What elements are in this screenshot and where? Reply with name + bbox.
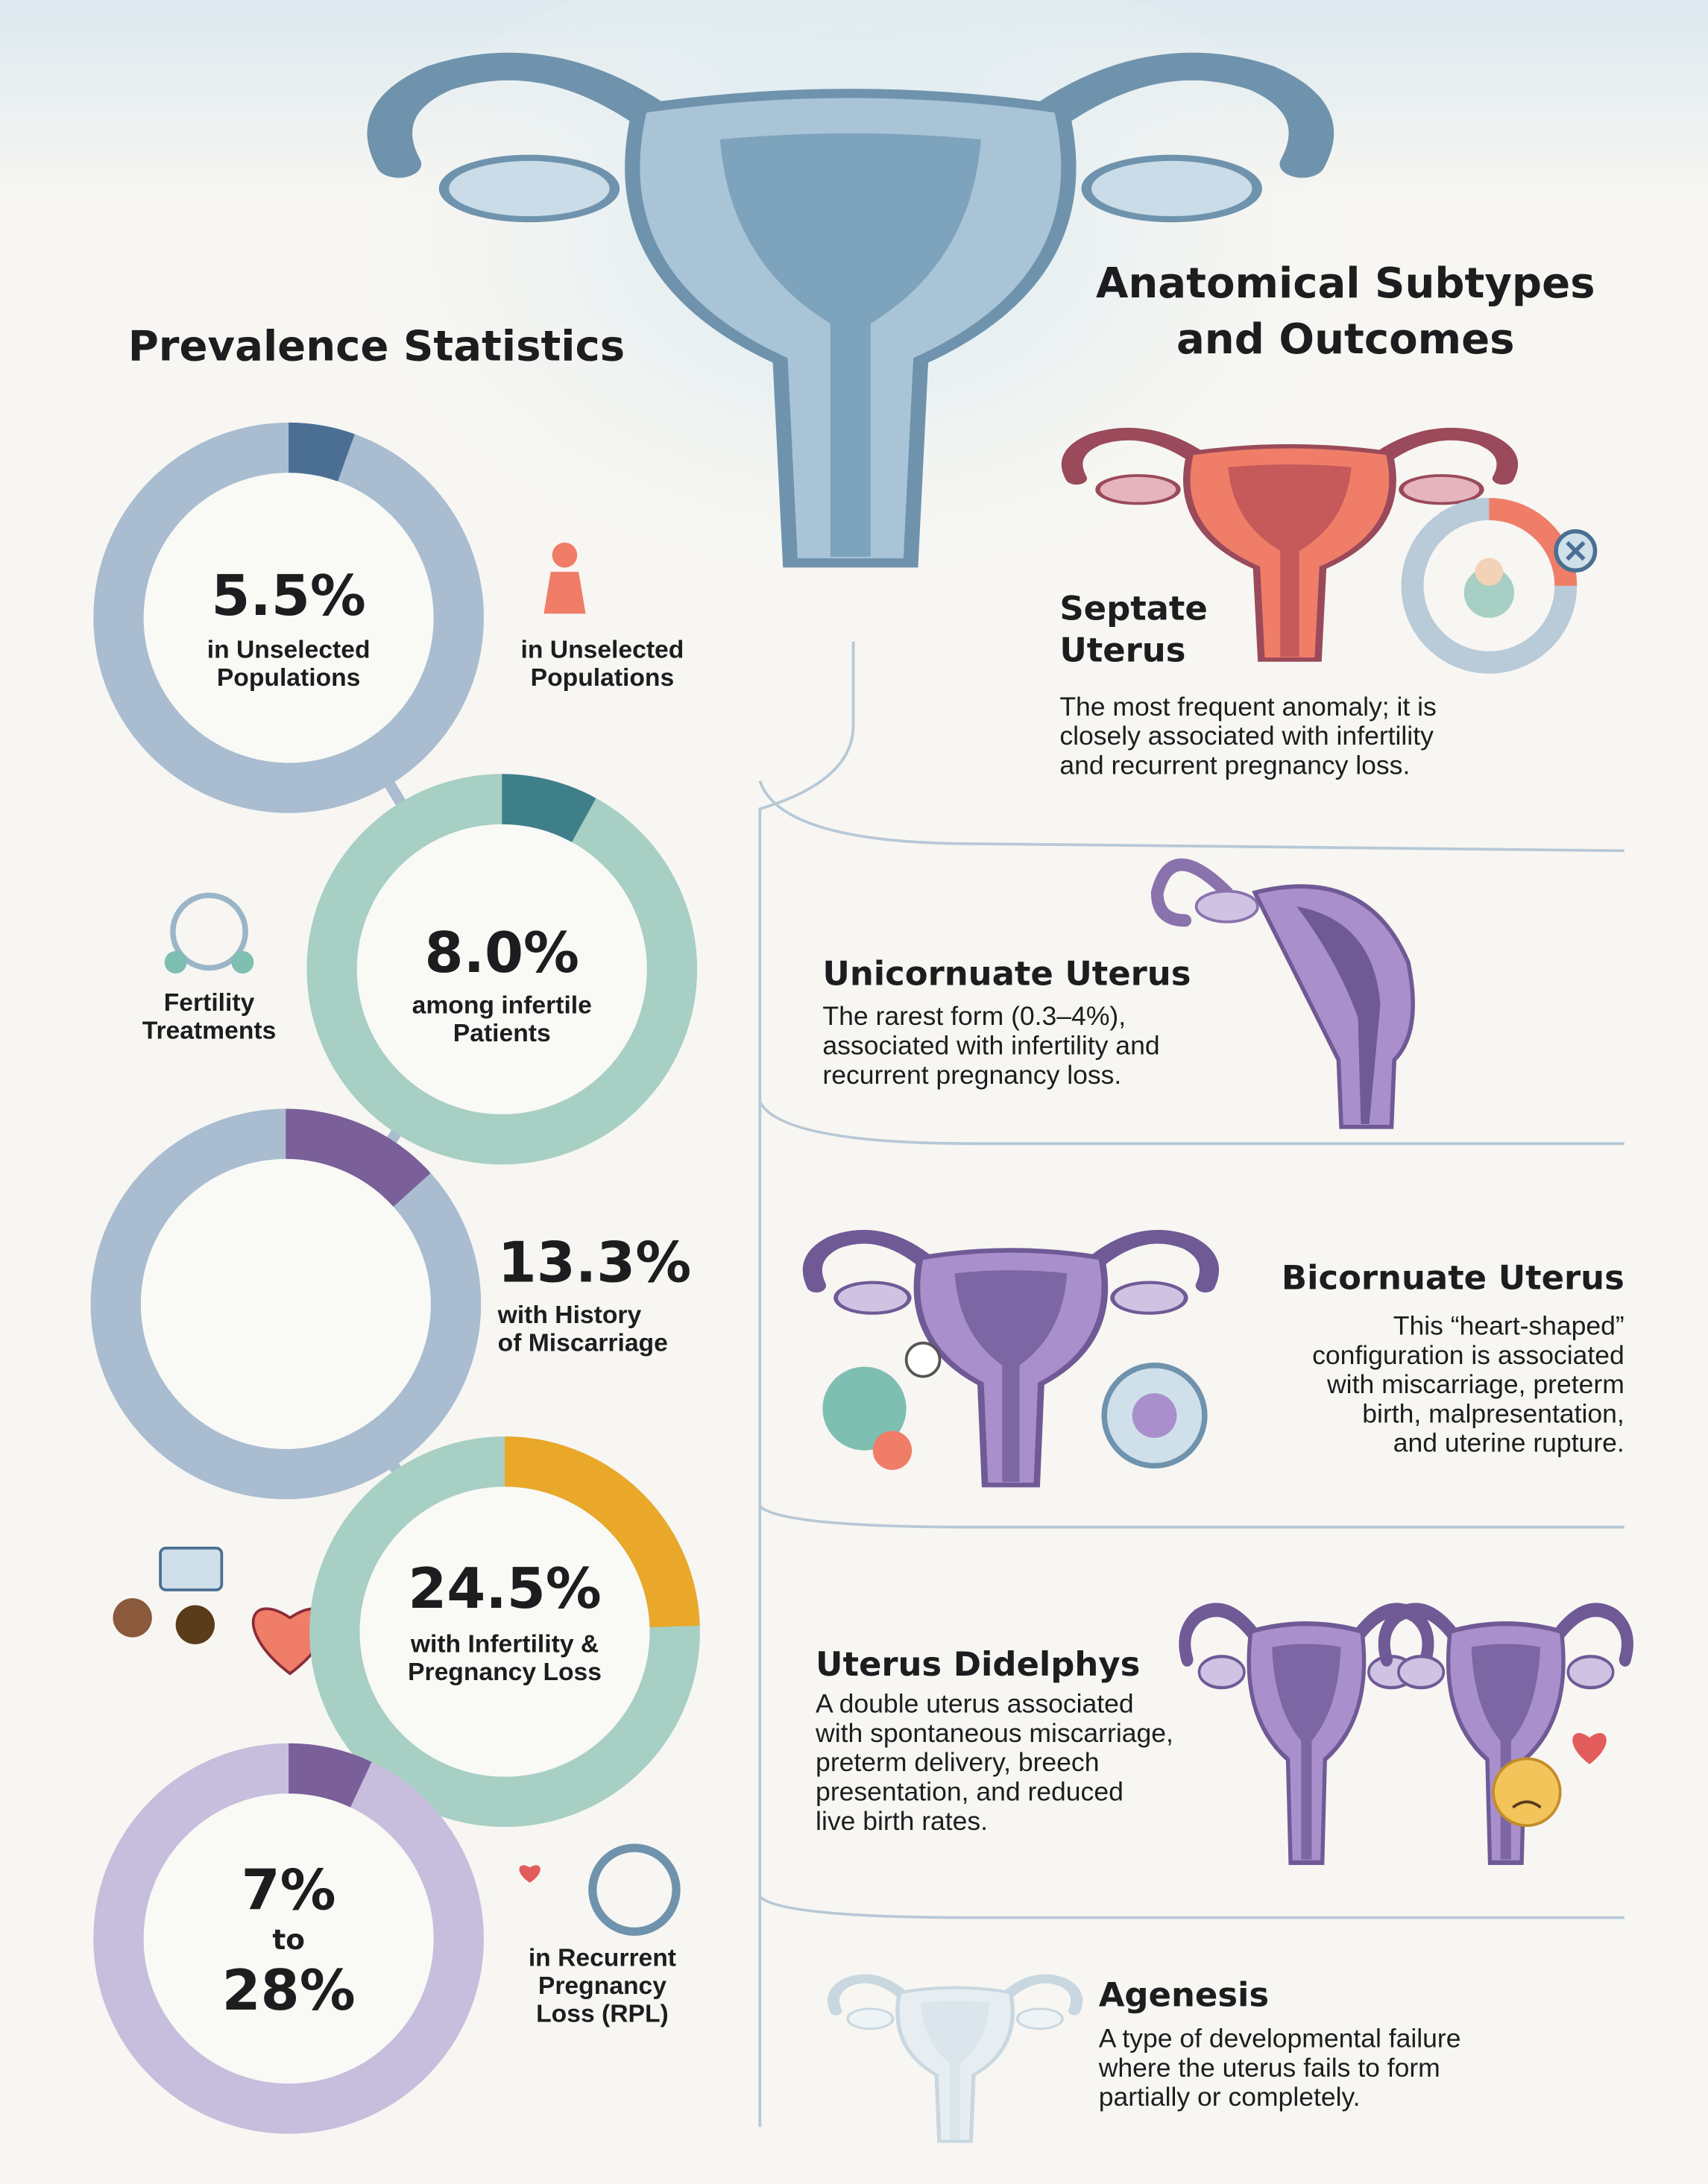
ring-fill [334, 1461, 675, 1802]
stat-connector: to [272, 1923, 305, 1956]
side-caption: Loss (RPL) [536, 2000, 669, 2027]
decoration [872, 1430, 913, 1471]
subtype-description: This “heart-shaped” [1393, 1311, 1625, 1341]
subtype-description: configuration is associated [1312, 1340, 1625, 1370]
decoration [164, 951, 187, 973]
subtype-description: with miscarriage, preterm [1326, 1369, 1625, 1399]
subtype-name: Unicornuate Uterus [822, 954, 1191, 994]
subtype-description: closely associated with infertility [1059, 721, 1434, 751]
ring-segment [309, 1436, 700, 1828]
decoration [175, 1605, 215, 1644]
subtype-description: A double uterus associated [816, 1689, 1134, 1719]
stat-value: 8.0% [425, 921, 579, 985]
subtype-description: The rarest form (0.3–4%), [822, 1001, 1126, 1031]
subtype-description: with spontaneous miscarriage, [815, 1718, 1173, 1748]
subtype-description: birth, malpresentation, [1362, 1398, 1624, 1428]
decoration [758, 1896, 1625, 1919]
stat-value: 5.5% [211, 564, 365, 628]
unicornuate-illustration [1150, 858, 1415, 1129]
subtype-description: preterm delivery, breech [816, 1747, 1099, 1777]
stat-value: 24.5% [408, 1556, 601, 1621]
right-title: Anatomical Subtypes [1096, 259, 1595, 308]
ring-fill [116, 1134, 456, 1474]
decoration [1512, 1800, 1542, 1809]
branch-line [758, 641, 855, 2127]
subtype-description: The most frequent anomaly; it is [1059, 692, 1436, 722]
septate-icon [1401, 497, 1598, 674]
decoration [758, 780, 1625, 853]
ring-fill [332, 799, 672, 1140]
decoration [822, 1366, 907, 1451]
decoration [1492, 1757, 1562, 1828]
subtype-description: A type of developmental failure [1099, 2024, 1461, 2054]
stat-value: 13.3% [498, 1230, 691, 1295]
decoration [758, 1101, 1625, 1146]
decoration [113, 1598, 152, 1638]
stat-caption: Pregnancy Loss [408, 1658, 602, 1686]
didelphys-icons [1492, 1732, 1607, 1828]
decoration [1475, 558, 1504, 586]
bicornuate-icons [822, 1341, 1208, 1471]
subtype-name: Uterus Didelphys [816, 1644, 1140, 1684]
stat-caption: with Infertility & [410, 1631, 599, 1658]
subtype-description: and uterine rupture. [1393, 1428, 1625, 1458]
ring-segment [93, 422, 484, 813]
decoration [1488, 497, 1578, 587]
stat-value: 28% [222, 1958, 356, 2023]
subtype-description: where the uterus fails to form [1098, 2053, 1440, 2083]
decoration [519, 1865, 541, 1883]
decoration [1194, 889, 1259, 924]
subtype-description: associated with infertility and [822, 1031, 1159, 1061]
decoration [1463, 567, 1515, 618]
rings [90, 422, 700, 2134]
subtype-name: Bicornuate Uterus [1282, 1258, 1625, 1298]
ring-fill [118, 447, 459, 789]
ring-segment [90, 1108, 482, 1500]
decoration [588, 1843, 681, 1936]
subtype-name: Agenesis [1099, 1975, 1269, 2014]
ring-fill [118, 1768, 459, 2109]
subtype-name: Septate [1059, 588, 1207, 628]
subtype-description: and recurrent pregnancy loss. [1059, 750, 1410, 780]
side-caption: Fertility [164, 989, 255, 1017]
decoration [1572, 1732, 1607, 1764]
side-caption: Treatments [142, 1017, 277, 1044]
decoration [159, 1546, 224, 1591]
stat-caption: Patients [453, 1020, 551, 1047]
stat-caption: of Miscarriage [498, 1330, 668, 1357]
decoration [904, 1341, 942, 1378]
decoration [543, 572, 586, 614]
decoration [758, 1505, 1625, 1529]
decoration [1296, 906, 1381, 1125]
side-caption: in Recurrent [529, 1945, 676, 1972]
decoration [1150, 858, 1234, 927]
stat-caption: Populations [217, 664, 361, 692]
stat-caption: with History [497, 1301, 642, 1329]
stat-caption: in Unselected [207, 637, 371, 664]
ring-segment [93, 1743, 484, 2134]
side-caption: Pregnancy [538, 1972, 667, 2000]
subtype-name: Uterus [1059, 631, 1185, 670]
side-caption: Populations [531, 664, 675, 692]
side-caption: in Unselected [521, 637, 684, 664]
decoration [231, 951, 254, 973]
stat-caption: among infertile [412, 992, 592, 1020]
right-title: and Outcomes [1176, 315, 1515, 364]
ring-segment [306, 774, 698, 1165]
dividers [758, 780, 1625, 1919]
subtype-description: recurrent pregnancy loss. [822, 1060, 1121, 1090]
decoration [1132, 1393, 1177, 1439]
decoration [1566, 540, 1586, 561]
decoration [170, 892, 248, 971]
stat-value: 7% [242, 1858, 336, 1922]
subtype-description: live birth rates. [816, 1806, 988, 1836]
subtype-description: partially or completely. [1099, 2082, 1361, 2112]
left-title: Prevalence Statistics [128, 322, 625, 370]
decoration [552, 542, 578, 568]
subtype-description: presentation, and reduced [816, 1777, 1124, 1807]
